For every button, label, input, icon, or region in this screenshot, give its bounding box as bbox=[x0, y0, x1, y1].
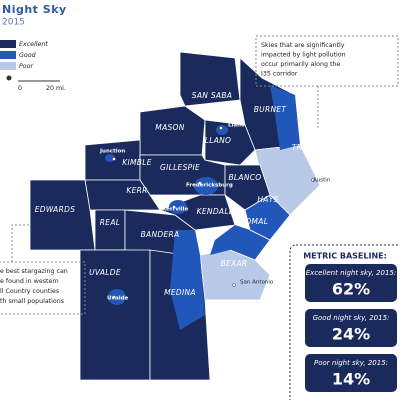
annotation-box bbox=[0, 261, 86, 315]
legend-label: Poor bbox=[19, 63, 34, 70]
metric-card bbox=[305, 354, 397, 392]
annotation-line: e best stargazing can bbox=[0, 268, 68, 275]
metric-label: Good night sky, 2015: bbox=[313, 314, 390, 322]
city-label: Kerrville bbox=[162, 207, 189, 213]
annotation-line: occur primarily along the bbox=[261, 61, 340, 68]
county-area bbox=[244, 194, 291, 241]
city-marker bbox=[112, 157, 116, 161]
county-label: HAYS bbox=[257, 195, 278, 204]
county-label: TRAVIS bbox=[292, 143, 320, 152]
city-marker bbox=[311, 178, 315, 182]
light-halo bbox=[169, 200, 187, 214]
metric-card bbox=[305, 309, 397, 347]
city-marker bbox=[198, 181, 202, 185]
county-label: LLANO bbox=[205, 136, 232, 145]
county-label: BLANCO bbox=[228, 173, 261, 182]
legend-label: Excellent bbox=[19, 40, 48, 48]
county-label: UVALDE bbox=[89, 268, 121, 277]
county-area bbox=[29, 179, 96, 251]
good-sky-area bbox=[170, 230, 205, 330]
county-label: EDWARDS bbox=[35, 205, 76, 214]
county-area bbox=[94, 209, 126, 251]
legend-label: Good bbox=[19, 52, 37, 59]
city-label: Llano bbox=[228, 123, 245, 129]
county-label: BANDERA bbox=[141, 230, 180, 239]
annotation-line: Skies that are significantly bbox=[261, 42, 345, 49]
city-marker bbox=[112, 295, 116, 299]
annotation-right bbox=[255, 35, 399, 130]
legend-swatch bbox=[0, 40, 16, 48]
metric-value: 62% bbox=[332, 280, 370, 299]
county-area bbox=[179, 51, 241, 107]
county-label: GILLESPIE bbox=[160, 163, 200, 172]
light-halo bbox=[108, 289, 126, 305]
good-sky-area bbox=[270, 85, 300, 150]
leader-line bbox=[11, 224, 30, 262]
metric-list: Excellent night sky, 2015: 62% Good night … bbox=[305, 264, 397, 392]
metric-value: 24% bbox=[332, 325, 370, 344]
legend: Excellent Good Poor 0 20 mi. bbox=[0, 40, 66, 92]
annotation-left bbox=[0, 224, 86, 315]
legend-swatch bbox=[0, 62, 16, 70]
county-label: COMAL bbox=[240, 217, 268, 226]
annotation-line: ll Country counties bbox=[0, 288, 59, 295]
annotation-line: impacted by light pollution bbox=[261, 52, 346, 59]
metric-value: 14% bbox=[332, 370, 370, 389]
city-label: San Antonio bbox=[240, 280, 274, 286]
light-halo bbox=[216, 125, 228, 135]
county-label: KIMBLE bbox=[122, 158, 151, 167]
map bbox=[29, 51, 321, 381]
metric-heading: METRIC BASELINE: bbox=[303, 252, 387, 261]
county-label: MEDINA bbox=[164, 288, 196, 297]
scale-label: 20 mi. bbox=[46, 85, 66, 92]
legend-swatch bbox=[0, 51, 16, 59]
county-label: KENDALL bbox=[197, 207, 234, 216]
city-label: Fredericksburg bbox=[186, 183, 233, 189]
county-label: SAN SABA bbox=[192, 91, 232, 100]
city-label: Junction bbox=[99, 149, 125, 155]
city-marker bbox=[232, 283, 236, 287]
county-label: BEXAR bbox=[221, 259, 248, 268]
county-label: MASON bbox=[155, 123, 184, 132]
annotation-line: th small populations bbox=[0, 298, 64, 305]
poor-sky-area bbox=[218, 268, 254, 296]
good-sky-area bbox=[210, 225, 250, 255]
subtitle: 2015 bbox=[2, 18, 25, 28]
annotation-line: e found in western bbox=[0, 278, 59, 285]
county-label: BURNET bbox=[254, 105, 288, 114]
metric-label: Excellent night sky, 2015: bbox=[306, 269, 396, 277]
county-label: KERR bbox=[126, 186, 147, 195]
city-marker bbox=[172, 205, 176, 209]
city-label: Uvalde bbox=[107, 296, 129, 302]
title: Night Sky bbox=[2, 3, 67, 16]
metric-card bbox=[305, 264, 397, 302]
city-label: Austin bbox=[313, 178, 331, 184]
compass bbox=[6, 75, 12, 81]
annotation-line: I35 corridor bbox=[261, 71, 298, 78]
county-label: REAL bbox=[100, 218, 120, 227]
metric-label: Poor night sky, 2015: bbox=[314, 359, 388, 367]
city-marker bbox=[219, 126, 223, 130]
scale-label: 0 bbox=[18, 85, 22, 92]
